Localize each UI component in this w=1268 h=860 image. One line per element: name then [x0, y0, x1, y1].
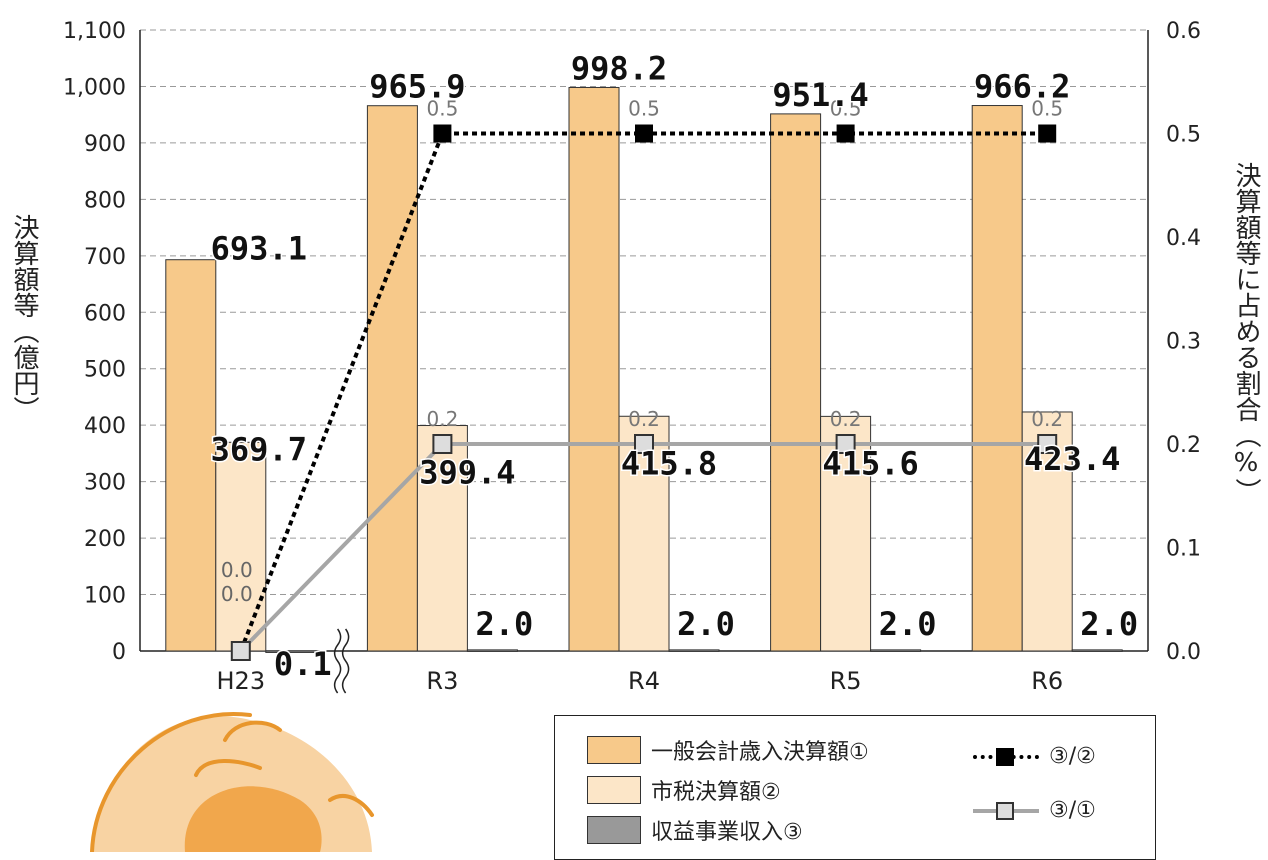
- legend-swatch: [587, 736, 641, 764]
- legend-label: 一般会計歳入決算額①: [651, 740, 869, 765]
- marker: [836, 124, 855, 143]
- x-tick-label: R5: [830, 667, 862, 695]
- legend-label: ③/②: [1049, 744, 1096, 769]
- y-left-tick-label: 800: [84, 188, 126, 213]
- bar: [215, 441, 267, 652]
- data-label: 2.0: [476, 605, 534, 643]
- data-label: 415.8: [621, 444, 717, 482]
- axis-break-mark: [341, 628, 350, 694]
- data-label: 2.0: [677, 605, 735, 643]
- marker: [230, 641, 251, 661]
- data-label: 423.4: [1024, 440, 1120, 478]
- data-label: 693.1: [211, 230, 307, 268]
- y-right-tick-label: 0.2: [1166, 433, 1201, 458]
- y-right-tick-label: 0.1: [1166, 537, 1201, 562]
- data-label: 0.0: [221, 582, 253, 606]
- bar: [770, 113, 822, 652]
- y-left-tick-label: 1,000: [63, 75, 126, 100]
- data-label: 2.0: [879, 605, 937, 643]
- data-label: 0.5: [830, 97, 862, 121]
- data-label: 0.2: [426, 407, 458, 431]
- data-label: 0.5: [426, 97, 458, 121]
- x-tick-label: R6: [1031, 667, 1063, 695]
- data-label: 965.9: [369, 68, 465, 106]
- marker: [1038, 124, 1057, 143]
- bar: [265, 650, 317, 653]
- data-label: 369.7: [211, 430, 307, 468]
- bar: [466, 649, 518, 652]
- bar: [971, 105, 1023, 652]
- y-left-tick-label: 700: [84, 245, 126, 270]
- legend-item-city-tax: 市税決算額②: [587, 774, 781, 806]
- data-label: 415.6: [822, 444, 918, 482]
- legend-label: 市税決算額②: [651, 780, 781, 805]
- bar: [165, 259, 217, 652]
- data-label: 2.0: [1080, 605, 1138, 643]
- bar: [668, 649, 720, 652]
- x-tick-label: R4: [628, 667, 660, 695]
- data-label: 951.4: [772, 76, 868, 114]
- y-right-tick-label: 0.5: [1166, 123, 1201, 148]
- data-label: 0.1: [274, 645, 332, 683]
- y-right-tick-label: 0.0: [1166, 640, 1201, 665]
- marker: [635, 124, 653, 143]
- legend-line-solid: [973, 799, 1039, 823]
- bar: [820, 415, 872, 652]
- data-label: 0.5: [628, 97, 660, 121]
- data-label: 0.2: [830, 407, 862, 431]
- y-axis-left-label: 決算額等（億円）: [9, 214, 39, 422]
- y-left-tick-label: 400: [84, 414, 126, 439]
- x-tick-label: R3: [426, 667, 458, 695]
- data-label: 0.5: [1031, 97, 1063, 121]
- bar: [568, 86, 620, 652]
- legend-item-general-revenue: 一般会計歳入決算額①: [587, 734, 869, 766]
- axis-break-mark: [333, 628, 342, 694]
- data-label: 0.2: [1031, 407, 1063, 431]
- marker: [634, 434, 654, 454]
- legend-item-ratio-revenue: ③/①: [973, 798, 1096, 823]
- data-label: 0.0: [221, 558, 253, 582]
- marker: [432, 434, 453, 454]
- legend-swatch: [587, 776, 641, 804]
- data-label: 966.2: [974, 68, 1070, 106]
- marker: [1037, 434, 1058, 454]
- bar: [366, 105, 418, 652]
- y-left-tick-label: 900: [84, 132, 126, 157]
- y-left-tick-label: 500: [84, 358, 126, 383]
- x-tick-label: H23: [217, 667, 266, 695]
- mascot-illustration: [90, 712, 374, 852]
- y-left-tick-label: 600: [84, 301, 126, 326]
- y-left-tick-label: 0: [112, 640, 126, 665]
- y-right-tick-label: 0.4: [1166, 226, 1201, 251]
- y-right-tick-label: 0.6: [1166, 19, 1201, 44]
- y-left-tick-label: 100: [84, 584, 126, 609]
- legend-item-ratio-tax: ③/②: [973, 744, 1096, 769]
- bar: [870, 649, 922, 652]
- data-label: 399.4: [419, 454, 515, 492]
- y-left-tick-label: 300: [84, 471, 126, 496]
- bar: [618, 415, 670, 652]
- legend-label: 収益事業収入③: [651, 820, 803, 845]
- marker: [835, 434, 856, 454]
- bar: [1071, 649, 1123, 652]
- legend-line-dotted: [973, 745, 1039, 769]
- marker: [433, 124, 452, 143]
- legend: 一般会計歳入決算額① 市税決算額② 収益事業収入③ ③/② ③/①: [554, 715, 1156, 860]
- data-label: 998.2: [571, 49, 667, 87]
- y-left-tick-label: 1,100: [63, 19, 126, 44]
- plot-area: 0 100 200 300 400 500 600 700 800 900 1,000 1,100 0.…: [63, 19, 1201, 695]
- legend-swatch: [587, 816, 641, 844]
- y-right-tick-label: 0.3: [1166, 330, 1201, 355]
- data-label: 0.2: [628, 407, 660, 431]
- legend-item-business-income: 収益事業収入③: [587, 814, 803, 846]
- y-axis-right-label: 決算額等に占める割合（%）: [1231, 162, 1261, 504]
- y-left-tick-label: 200: [84, 527, 126, 552]
- legend-label: ③/①: [1049, 798, 1096, 823]
